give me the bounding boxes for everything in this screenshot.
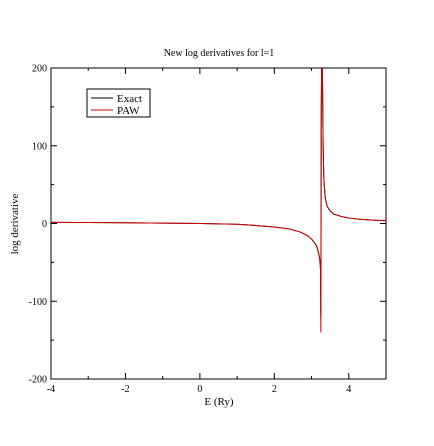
y-tick-label: -100 [29,297,47,308]
legend-label-exact: Exact [117,93,142,105]
y-tick-label: 100 [32,141,47,152]
legend: Exact PAW [86,88,151,118]
y-axis-label: log derivative [9,193,21,254]
y-tick-label: 0 [42,219,47,230]
x-tick-label: -4 [47,384,55,395]
legend-label-paw: PAW [117,105,140,117]
y-tick-label: 200 [32,64,47,75]
x-tick-label: 0 [197,384,202,395]
x-axis-label: E (Ry) [204,396,234,408]
chart-title: New log derivatives for l=1 [164,48,275,59]
legend-box [86,88,151,118]
x-tick-label: 2 [272,384,277,395]
x-tick-label: 4 [346,384,351,395]
x-tick-label: -2 [121,384,129,395]
y-tick-label: -200 [29,375,47,386]
series-line-paw [51,68,386,333]
